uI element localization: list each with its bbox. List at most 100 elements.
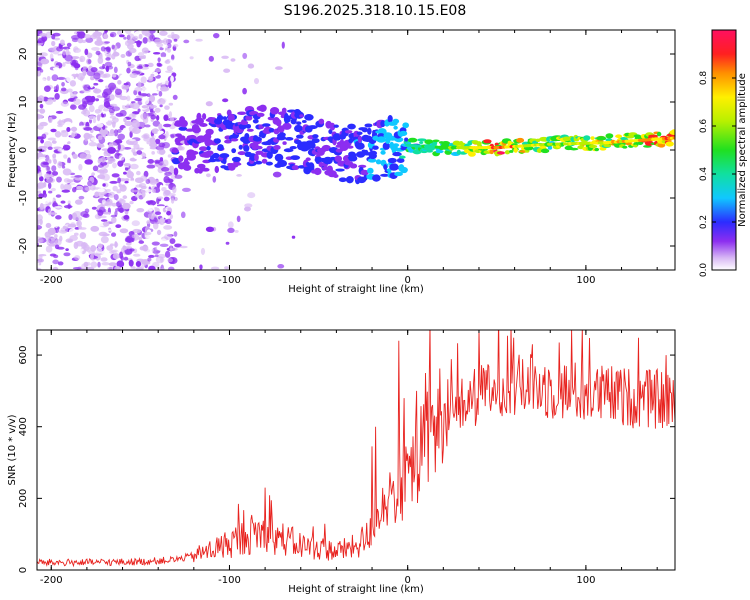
spectrogram-ridge-blob: [311, 138, 320, 144]
spectrogram-noise-blob: [98, 79, 104, 83]
spectrogram-noise-blob: [104, 30, 108, 33]
spectrogram-noise-blob: [174, 174, 183, 179]
spectrogram-noise-blob: [83, 244, 90, 251]
spectrogram-noise-blob: [153, 134, 160, 140]
spectrogram-ridge-blob: [380, 173, 390, 177]
spectrogram-ridge-blob: [392, 151, 402, 157]
spectrogram-noise-blob: [242, 87, 247, 95]
spectrogram-ridge-blob: [435, 149, 444, 154]
x-tick-label: -100: [218, 575, 241, 586]
spectrogram-ridge-blob: [282, 122, 292, 130]
spectrogram-ridge-blob: [255, 160, 263, 165]
spectrogram-noise-blob: [168, 102, 174, 106]
spectrogram-noise-blob: [165, 130, 169, 138]
spectrogram-ridge-blob: [266, 151, 273, 159]
spectrogram-noise-blob: [195, 38, 203, 42]
spectrogram-noise-blob: [53, 158, 57, 165]
spectrogram-ridge-blob: [417, 138, 427, 142]
spectrogram-noise-blob: [223, 68, 231, 73]
spectrogram-noise-blob: [39, 202, 44, 211]
spectrogram-noise-blob: [39, 104, 44, 109]
spectrogram-noise-blob: [40, 58, 50, 65]
spectrogram-noise-blob: [97, 188, 105, 193]
spectrogram-noise-blob: [39, 176, 44, 182]
spectrogram-noise-blob: [98, 54, 103, 60]
spectrogram-noise-blob: [101, 91, 109, 98]
spectrogram-noise-blob: [141, 134, 150, 139]
spectrogram-ridge-blob: [222, 116, 228, 120]
spectrogram-ridge-blob: [318, 118, 325, 125]
spectrogram-noise-blob: [124, 30, 132, 35]
spectrogram-noise-blob: [69, 134, 75, 138]
spectrogram-noise-blob: [145, 189, 153, 193]
spectrogram-ridge-blob: [357, 135, 363, 144]
spectrogram-noise-blob: [159, 30, 168, 36]
colorbar-tick-label: 0.0: [699, 263, 709, 278]
spectrogram-noise-blob: [63, 178, 71, 183]
spectrogram-noise-blob: [57, 261, 64, 266]
spectrogram-noise-blob: [118, 154, 125, 161]
spectrogram-noise-blob: [98, 66, 106, 70]
spectrogram-noise-blob: [100, 236, 109, 244]
spectrogram-ridge-blob: [547, 146, 553, 150]
spectrogram-noise-blob: [88, 249, 95, 255]
spectrogram-noise-blob: [62, 62, 66, 67]
spectrogram-noise-blob: [129, 72, 138, 79]
spectrogram-ridge-blob: [173, 167, 179, 176]
spectrogram-noise-blob: [147, 159, 155, 164]
spectrogram-ridge-blob: [407, 137, 418, 143]
spectrogram-ridge-blob: [372, 174, 381, 182]
spectrogram-noise-blob: [67, 157, 71, 165]
spectrogram-noise-blob: [83, 127, 93, 131]
spectrogram-ridge-blob: [256, 112, 265, 117]
spectrogram-noise-blob: [88, 141, 98, 147]
spectrogram-noise-blob: [189, 56, 194, 60]
spectrogram-noise-blob: [132, 228, 141, 234]
spectrogram-noise-blob: [81, 263, 87, 270]
spectrogram-noise-blob: [78, 195, 85, 200]
spectrogram-noise-blob: [39, 108, 46, 114]
spectrogram-ridge-blob: [615, 134, 623, 139]
spectrogram-noise-blob: [109, 250, 117, 255]
x-tick-label: 0: [404, 275, 410, 286]
spectrogram-noise-blob: [78, 163, 83, 171]
spectrogram-noise-blob: [119, 74, 125, 80]
spectrogram-noise-blob: [46, 177, 56, 184]
spectrogram-noise-blob: [51, 165, 57, 172]
spectrogram-noise-blob: [120, 255, 124, 261]
spectrogram-ridge-blob: [396, 158, 405, 163]
spectrogram-ridge-blob: [402, 122, 410, 129]
spectrogram-noise-blob: [159, 243, 169, 247]
spectrogram-noise-blob: [168, 111, 173, 118]
spectrogram-noise-blob: [122, 195, 128, 200]
spectrogram-noise-blob: [67, 239, 73, 243]
spectrogram-noise-blob: [162, 159, 169, 167]
spectrogram-noise-blob: [43, 193, 48, 198]
spectrogram-noise-blob: [76, 185, 84, 191]
spectrogram-ridge-blob: [206, 146, 211, 151]
spectrogram-noise-blob: [64, 121, 73, 128]
spectrogram-noise-blob: [74, 204, 79, 211]
spectrogram-noise-blob: [64, 54, 73, 62]
spectrogram-noise-blob: [156, 229, 162, 236]
spectrogram-noise-blob: [44, 154, 50, 162]
spectrogram-ridge-blob: [224, 139, 232, 144]
spectrogram-noise-blob: [136, 207, 145, 213]
spectrogram-noise-blob: [57, 76, 66, 80]
spectrogram-noise-blob: [111, 173, 120, 178]
spectrogram-noise-blob: [133, 154, 143, 160]
spectrogram-noise-blob: [37, 136, 44, 140]
spectrogram-noise-blob: [39, 52, 44, 58]
spectrogram-noise-blob: [141, 191, 146, 198]
spectrogram-noise-blob: [45, 222, 52, 229]
spectrogram-noise-blob: [88, 105, 95, 113]
spectrogram-noise-blob: [101, 250, 108, 255]
spectrogram-noise-blob: [109, 31, 117, 38]
spectrogram-noise-blob: [234, 229, 239, 233]
spectrogram-ridge-blob: [312, 134, 319, 139]
x-tick-label: 0: [404, 575, 410, 586]
y-tick-label: -10: [18, 190, 29, 206]
spectrogram-noise-blob: [142, 245, 149, 252]
spectrogram-noise-blob: [148, 254, 155, 258]
snr-panel: -200 -100 0 100 0 200 400 600 Height of straigh…: [7, 329, 676, 595]
